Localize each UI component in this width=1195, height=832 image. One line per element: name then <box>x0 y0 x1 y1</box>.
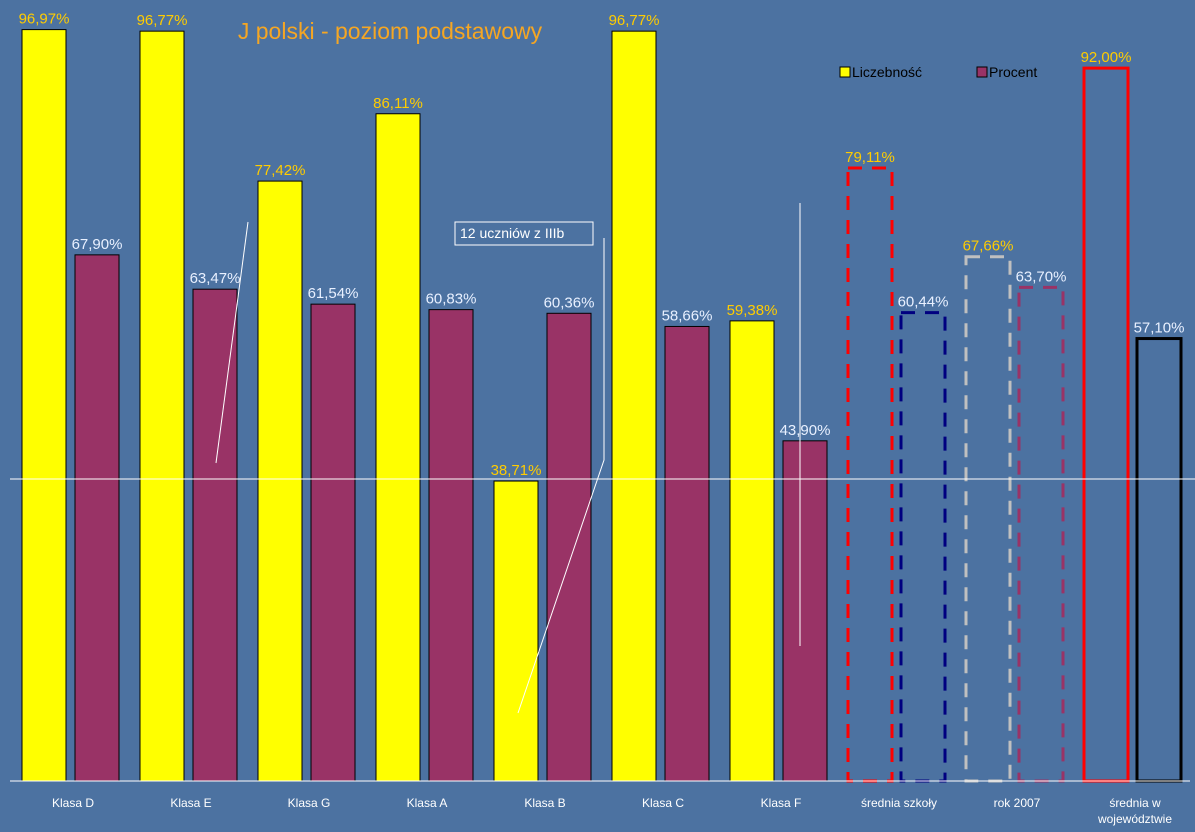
data-label: 77,42% <box>255 162 306 179</box>
data-label: 96,97% <box>19 11 70 28</box>
bar-procent <box>74 254 120 782</box>
bar-liczebnosc <box>846 166 894 783</box>
category-label: Klasa B <box>524 796 565 810</box>
bar-procent <box>546 312 592 782</box>
bars <box>21 29 1183 783</box>
bar-liczebnosc <box>493 480 539 782</box>
data-label: 63,47% <box>190 270 241 287</box>
category-label: Klasa C <box>642 796 684 810</box>
data-label: 60,44% <box>898 294 949 311</box>
bar-liczebnosc <box>729 320 775 782</box>
category-label: Klasa E <box>170 796 211 810</box>
bar-procent <box>310 303 356 782</box>
data-label: 92,00% <box>1081 49 1132 66</box>
data-label: 67,90% <box>72 236 123 253</box>
chart-title: J polski - poziom podstawowy <box>238 18 543 44</box>
data-label: 57,10% <box>1134 320 1185 337</box>
data-label: 96,77% <box>609 12 660 29</box>
legend-swatch-procent <box>976 66 988 78</box>
bar-procent <box>664 325 710 782</box>
data-label: 60,36% <box>544 294 595 311</box>
annotation-leader-line <box>517 238 605 714</box>
data-label: 96,77% <box>137 12 188 29</box>
value-labels: 96,97% 67,90% 96,77% 63,47% 77,42% 61,54% 86,1… <box>19 11 1185 479</box>
annotation-box: 12 uczniów z IIIb <box>454 221 594 246</box>
data-label: 79,11% <box>845 149 895 166</box>
category-label: Klasa D <box>52 796 94 810</box>
category-label: województwie <box>1097 812 1172 826</box>
data-label: 59,38% <box>727 302 778 319</box>
category-label: średnia w <box>1109 796 1161 810</box>
category-label: Klasa F <box>761 796 802 810</box>
category-labels: Klasa D Klasa E Klasa G Klasa A Klasa B Klasa… <box>52 796 1172 826</box>
category-label: rok 2007 <box>994 796 1041 810</box>
legend: Liczebność Procent <box>839 64 1037 80</box>
bar-liczebnosc <box>1082 66 1130 783</box>
data-label: 63,70% <box>1016 268 1067 285</box>
category-label: średnia szkoły <box>861 796 937 810</box>
annotation-text: 12 uczniów z IIIb <box>460 225 564 241</box>
bar-procent <box>192 288 238 782</box>
bar-liczebnosc <box>611 30 657 782</box>
bar-liczebnosc <box>139 30 185 782</box>
data-label: 58,66% <box>662 307 713 324</box>
annotation-leader-line <box>215 221 249 464</box>
legend-swatch-liczebnosc <box>839 66 851 78</box>
data-label: 67,66% <box>963 238 1014 255</box>
category-label: Klasa G <box>288 796 331 810</box>
category-label: Klasa A <box>407 796 448 810</box>
bar-liczebnosc <box>257 180 303 782</box>
legend-label-procent: Procent <box>989 64 1037 80</box>
legend-label-liczebnosc: Liczebność <box>852 64 922 80</box>
bar-liczebnosc <box>21 29 67 782</box>
bar-procent <box>1135 337 1183 783</box>
bar-procent <box>428 309 474 782</box>
data-label: 86,11% <box>373 95 423 112</box>
bar-liczebnosc <box>375 113 421 782</box>
data-label: 43,90% <box>780 422 831 439</box>
bar-procent <box>1017 285 1065 783</box>
bar-procent <box>899 311 947 783</box>
bar-procent <box>782 440 828 782</box>
data-label: 60,83% <box>426 291 477 308</box>
bar-liczebnosc <box>964 255 1012 783</box>
data-label: 38,71% <box>491 462 542 479</box>
data-label: 61,54% <box>308 285 359 302</box>
